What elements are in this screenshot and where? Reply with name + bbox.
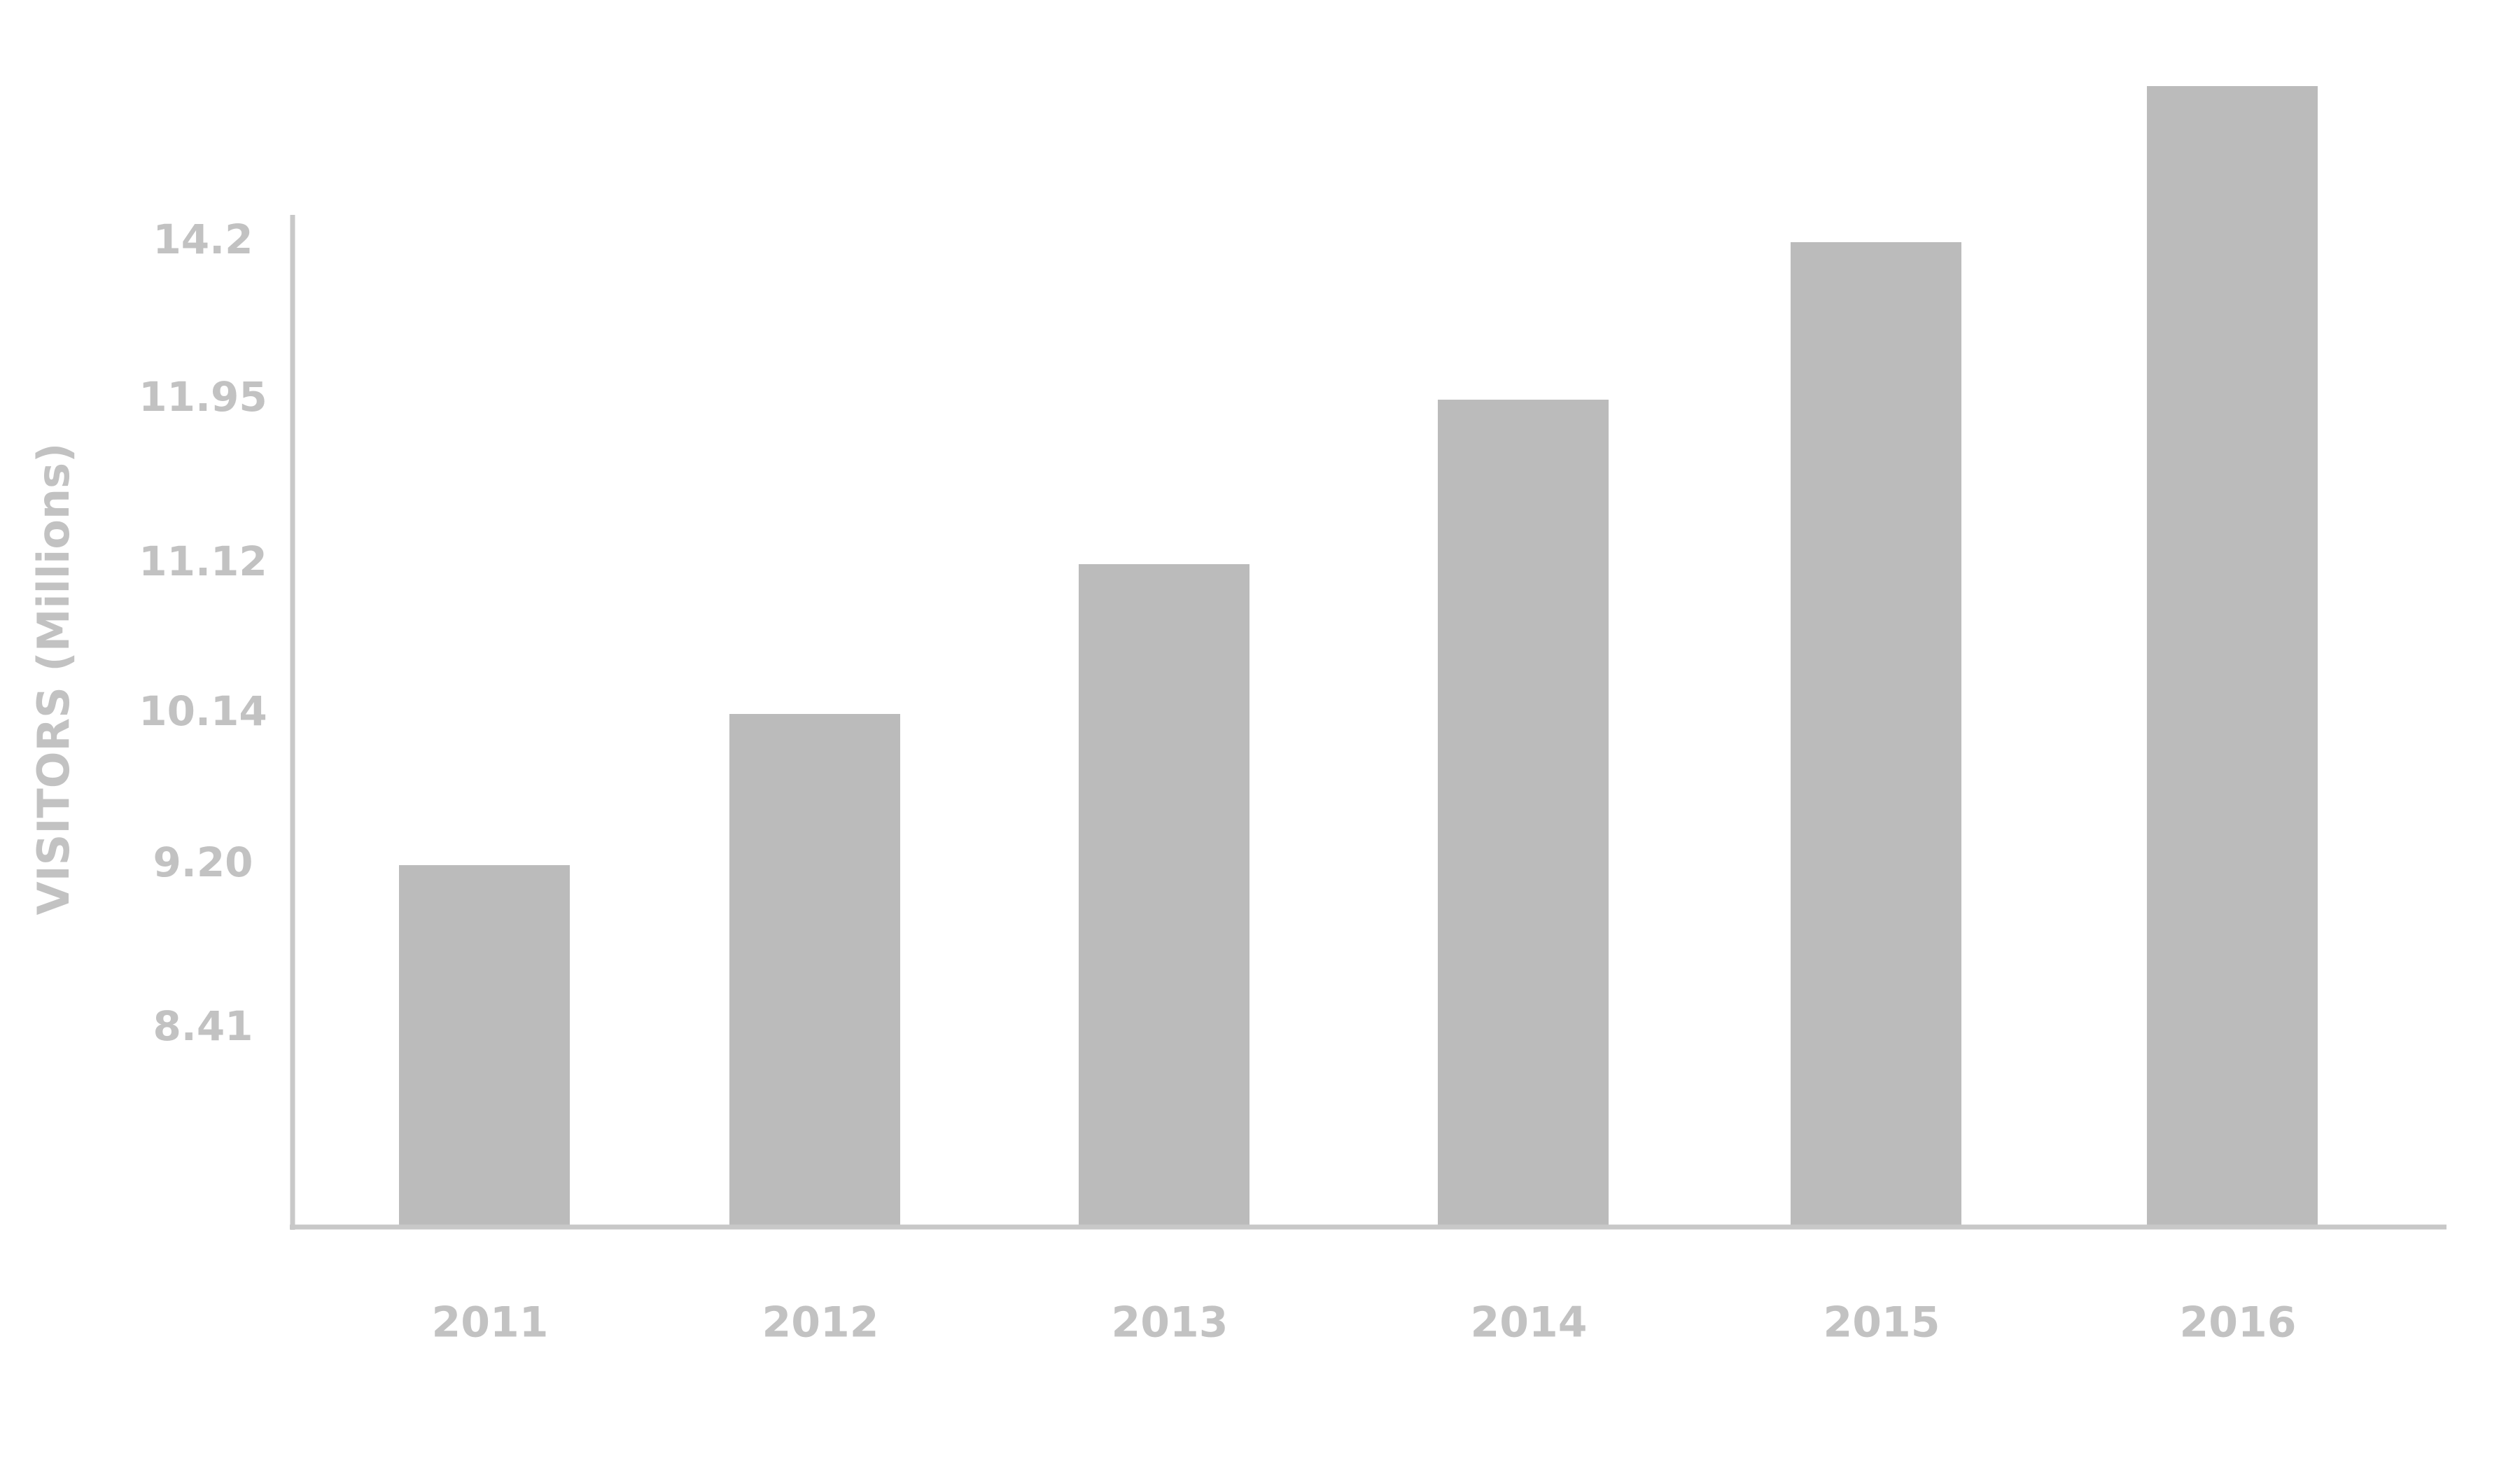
y-tick-label: 8.41 xyxy=(153,1002,253,1050)
x-tick-label: 2016 xyxy=(2180,1298,2297,1347)
bar xyxy=(399,865,570,1227)
y-tick-label: 14.2 xyxy=(153,216,253,263)
bar xyxy=(2147,86,2318,1227)
y-tick-label: 11.95 xyxy=(139,373,267,421)
x-tick-label: 2011 xyxy=(432,1298,549,1347)
x-tick-label: 2015 xyxy=(1823,1298,1940,1347)
x-tick-label: 2012 xyxy=(762,1298,879,1347)
y-tick-label: 11.12 xyxy=(139,538,267,585)
y-axis-title: VISITORS (Millions) xyxy=(28,443,79,916)
y-tick-label: 10.14 xyxy=(139,687,267,735)
bar xyxy=(1791,242,1961,1227)
bar xyxy=(1438,400,1609,1227)
y-tick-label: 9.20 xyxy=(153,839,253,886)
x-tick-label: 2014 xyxy=(1471,1298,1588,1347)
bar xyxy=(729,714,900,1227)
x-tick-label: 2013 xyxy=(1112,1298,1228,1347)
bar xyxy=(1079,564,1250,1227)
